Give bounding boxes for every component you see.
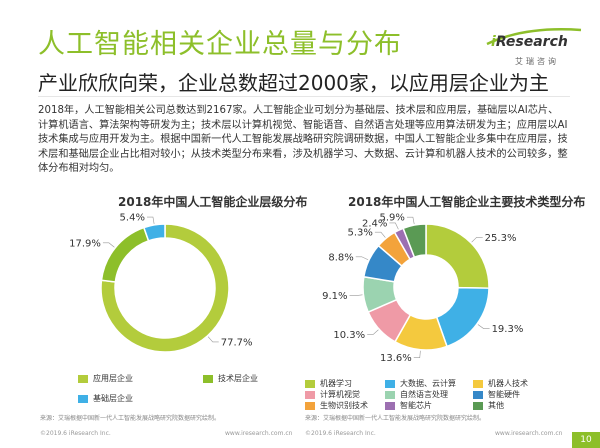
footer-url-left[interactable]: www.iresearch.com.cn — [225, 430, 293, 437]
data-label: 5.4% — [120, 213, 145, 224]
legend-item: 计算机视觉 — [305, 389, 360, 400]
legend-swatch — [473, 401, 483, 410]
legend-swatch — [473, 379, 483, 388]
data-label: 25.3% — [485, 233, 517, 244]
legend-swatch — [305, 379, 315, 388]
logo-swoosh-icon — [486, 28, 582, 46]
data-label: 17.9% — [69, 238, 101, 249]
data-label: 10.3% — [333, 330, 365, 341]
source-note-right: 来源：艾瑞根据中国新一代人工智能发展战略研究院数据研究绘制。 — [305, 415, 486, 422]
leader-line — [207, 336, 219, 343]
legend-item: 自然语言处理 — [385, 389, 448, 400]
donut-slice-1 — [100, 223, 230, 353]
data-label: 9.1% — [322, 291, 347, 302]
legend-item: 智能芯片 — [385, 400, 432, 411]
leader-line — [367, 329, 379, 335]
legend-item: 技术层企业 — [203, 373, 258, 384]
page-number: 10 — [572, 432, 600, 448]
footer-url-right[interactable]: www.iresearch.com.cn — [495, 430, 563, 437]
iresearch-logo: iResearch 艾瑞咨询 — [486, 28, 582, 74]
divider — [38, 96, 570, 97]
legend-item: 基础层企业 — [78, 393, 133, 404]
legend-tech: 机器学习 大数据、云计算 机器人技术 计算机视觉 自然语言处理 智能硬件 生物识… — [305, 378, 575, 412]
legend-swatch — [305, 401, 315, 410]
legend-swatch — [385, 379, 395, 388]
leader-line — [471, 236, 483, 243]
chart-title-tech: 2018年中国人工智能企业主要技术类型分布 — [348, 195, 586, 209]
data-label: 2.4% — [362, 218, 387, 229]
legend-item: 生物识别技术 — [305, 400, 368, 411]
footer-copyright-left: ©2019.6 iResearch Inc. — [40, 430, 111, 437]
leader-line — [374, 231, 386, 238]
leader-line — [477, 324, 490, 329]
legend-swatch — [385, 401, 395, 410]
data-label: 13.6% — [380, 353, 412, 364]
legend-swatch — [305, 390, 315, 399]
legend-swatch — [78, 374, 88, 383]
leader-line — [413, 350, 421, 359]
data-label: 5.9% — [380, 213, 405, 224]
logo-subtitle: 艾瑞咨询 — [515, 57, 559, 66]
data-label: 19.3% — [492, 324, 524, 335]
chart-title-layer: 2018年中国人工智能企业层级分布 — [118, 195, 308, 209]
legend-item: 其他 — [473, 400, 504, 411]
donut-slice-1 — [425, 223, 490, 289]
legend-item: 机器学习 — [305, 378, 352, 389]
legend-item: 机器人技术 — [473, 378, 528, 389]
legend-item: 应用层企业 — [78, 373, 133, 384]
legend-swatch — [473, 390, 483, 399]
logo-brand: iResearch — [491, 34, 568, 50]
leader-line — [389, 222, 399, 230]
donut-chart-layer: 77.7% 17.9% 5.4% — [69, 213, 253, 353]
legend-layer: 应用层企业 技术层企业 基础层企业 — [78, 373, 298, 413]
leader-line — [355, 256, 369, 261]
data-label: 77.7% — [221, 337, 253, 348]
data-label: 8.8% — [328, 252, 353, 263]
leader-line — [146, 216, 155, 224]
donut-slice-3 — [142, 223, 166, 242]
page-subtitle: 产业欣欣向荣，企业总数超过2000家，以应用层企业为主 — [38, 71, 549, 95]
leader-line — [406, 216, 415, 225]
body-paragraph: 2018年，人工智能相关公司总数达到2167家。人工智能企业可划分为基础层、技术… — [38, 105, 568, 174]
donut-chart-tech: 25.3% 19.3% 13.6% 10.3% 9.1% 8.8% 5.3%2.4%5.9% — [322, 213, 524, 365]
data-label: 5.3% — [348, 228, 373, 239]
legend-swatch — [203, 374, 213, 383]
legend-item: 智能硬件 — [473, 389, 520, 400]
donut-slice-2 — [100, 226, 150, 283]
footer-copyright-right: ©2019.6 iResearch Inc. — [305, 430, 376, 437]
legend-item: 大数据、云计算 — [385, 378, 456, 389]
legend-swatch — [78, 394, 88, 403]
leader-line — [102, 242, 115, 248]
source-note-left: 来源：艾瑞根据中国新一代人工智能发展战略研究院数据研究绘制。 — [40, 415, 221, 422]
leader-line — [349, 294, 363, 296]
legend-swatch — [385, 390, 395, 399]
donut-slice-9 — [402, 223, 427, 259]
page-title: 人工智能相关企业总量与分布 — [38, 29, 402, 60]
